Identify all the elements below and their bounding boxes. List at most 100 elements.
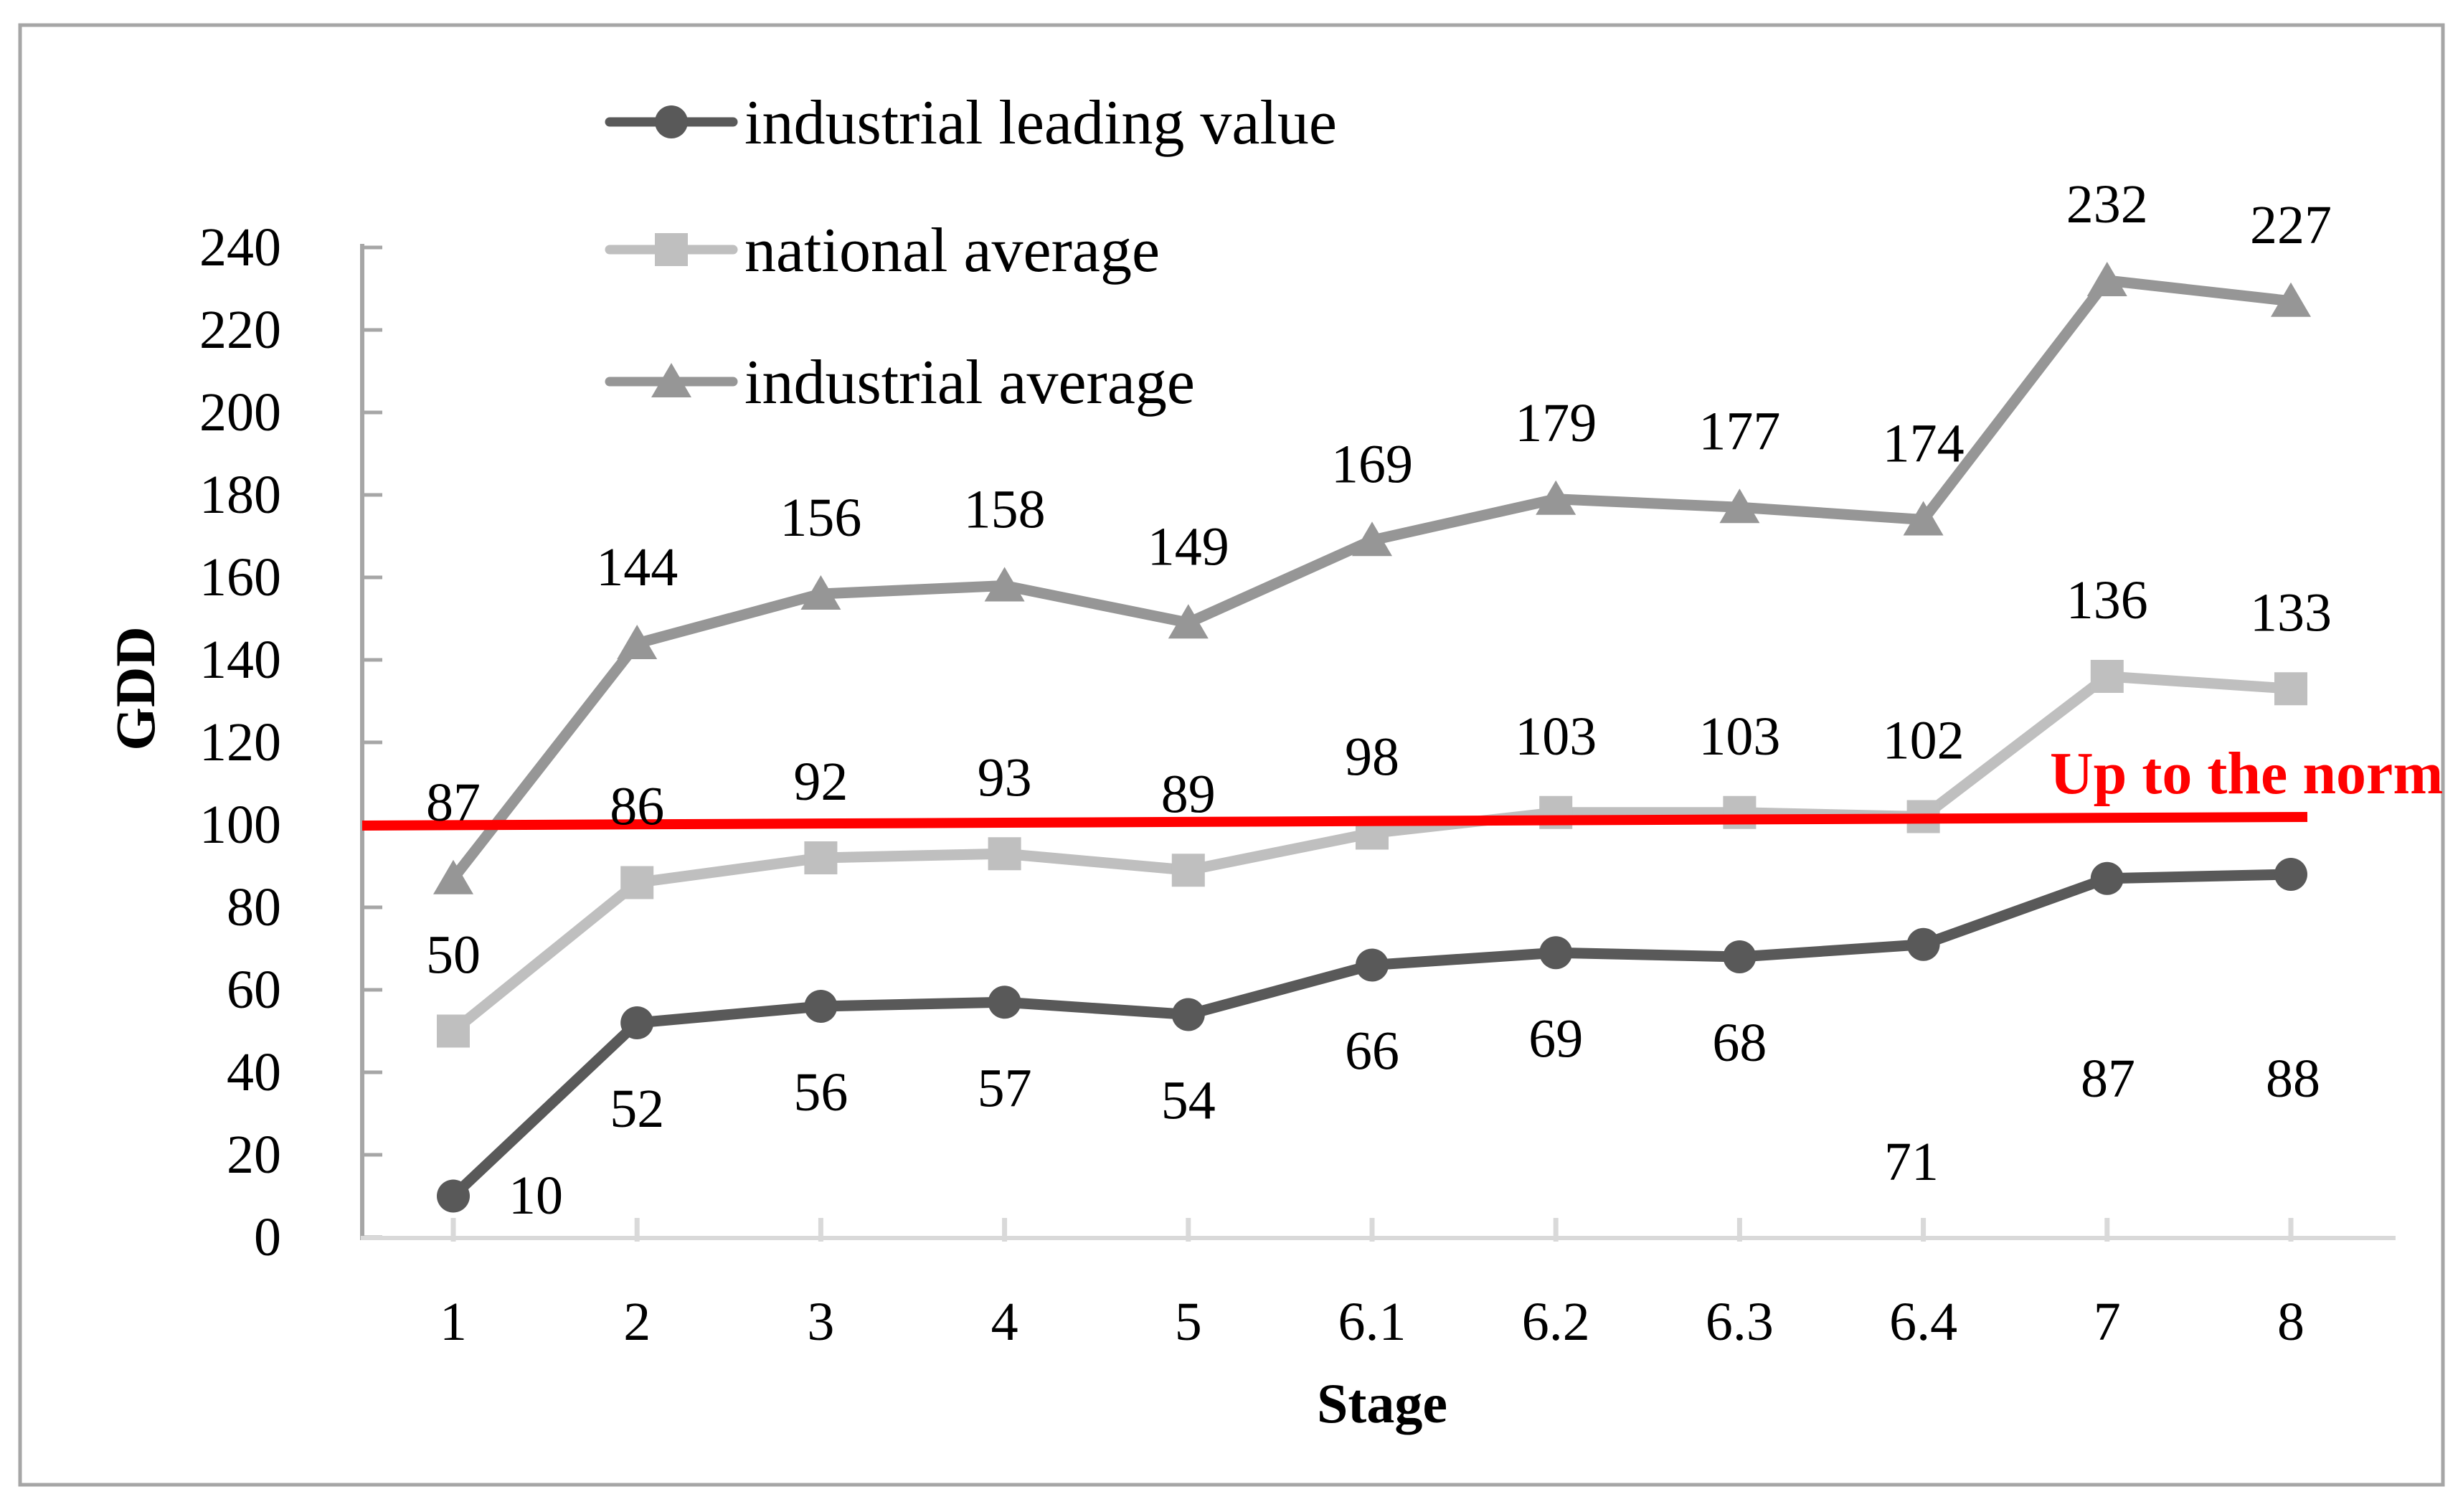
data-label-national-average-stage-6.1: 98 (1345, 727, 1399, 788)
data-label-national-average-stage-5: 89 (1161, 764, 1216, 824)
marker-national-average-stage-3 (804, 841, 838, 874)
y-axis-title: GDD (104, 626, 166, 750)
y-tick-label-120: 120 (199, 712, 281, 772)
data-label-national-average-stage-1: 50 (426, 925, 481, 986)
marker-national-average-stage-1 (437, 1014, 470, 1048)
marker-industrial-average-stage-6.3 (1719, 488, 1760, 524)
data-label-industrial-leading-value-stage-4: 57 (978, 1058, 1032, 1118)
y-tick-label-40: 40 (227, 1042, 281, 1102)
norm-line-label: Up to the norm (2050, 740, 2443, 807)
y-tick-label-0: 0 (254, 1207, 281, 1267)
x-tick-label-6.2: 6.2 (1522, 1292, 1590, 1352)
data-label-industrial-leading-value-stage-5: 54 (1161, 1071, 1216, 1131)
data-label-industrial-leading-value-stage-6.2: 69 (1528, 1008, 1583, 1069)
data-label-national-average-stage-4: 93 (978, 747, 1032, 808)
data-label-industrial-average-stage-2: 144 (596, 537, 678, 597)
y-tick-label-160: 160 (199, 547, 281, 608)
data-label-industrial-leading-value-stage-2: 52 (610, 1079, 664, 1139)
marker-industrial-leading-value-stage-1 (437, 1179, 470, 1213)
marker-industrial-average-stage-6.1 (1352, 521, 1392, 557)
y-tick-label-100: 100 (199, 795, 281, 855)
marker-industrial-leading-value-stage-6.3 (1723, 940, 1757, 973)
data-label-industrial-average-stage-6.4: 174 (1883, 414, 1965, 474)
marker-industrial-leading-value-stage-5 (1171, 998, 1205, 1031)
y-tick-label-200: 200 (199, 382, 281, 443)
marker-industrial-leading-value-stage-7 (2090, 861, 2124, 895)
data-label-industrial-leading-value-stage-7: 87 (2081, 1049, 2135, 1109)
marker-industrial-average-stage-8 (2271, 282, 2311, 317)
y-tick-label-60: 60 (227, 960, 281, 1020)
marker-industrial-average-stage-5 (1168, 604, 1209, 639)
marker-industrial-average-stage-6.4 (1903, 501, 1944, 536)
marker-industrial-leading-value-stage-2 (620, 1006, 654, 1039)
data-label-national-average-stage-7: 136 (2066, 570, 2148, 630)
marker-industrial-leading-value-stage-4 (988, 986, 1021, 1019)
marker-industrial-leading-value-stage-8 (2274, 858, 2307, 891)
marker-national-average-stage-5 (1171, 854, 1205, 887)
data-label-industrial-average-stage-1: 87 (426, 772, 481, 833)
marker-industrial-average-stage-4 (984, 567, 1025, 602)
marker-industrial-average-stage-1 (433, 859, 473, 894)
norm-line (361, 812, 2308, 831)
x-tick-label-6.3: 6.3 (1706, 1292, 1774, 1352)
data-label-national-average-stage-8: 133 (2250, 582, 2332, 643)
marker-industrial-leading-value-stage-3 (804, 990, 838, 1023)
marker-industrial-leading-value-stage-6.1 (1356, 948, 1389, 982)
marker-industrial-leading-value-stage-6.2 (1539, 936, 1573, 970)
x-tick-label-5: 5 (1175, 1292, 1202, 1352)
y-tick-label-180: 180 (199, 465, 281, 525)
data-label-industrial-average-stage-3: 156 (780, 488, 861, 548)
marker-industrial-average-stage-3 (800, 575, 841, 610)
figure-border (18, 23, 2445, 1487)
legend-label-industrial-leading-value: industrial leading value (744, 88, 1337, 158)
data-label-industrial-average-stage-5: 149 (1148, 516, 1229, 577)
data-label-national-average-stage-6.4: 102 (1883, 711, 1965, 771)
x-tick-label-8: 8 (2277, 1292, 2304, 1352)
data-label-industrial-leading-value-stage-6.4: 71 (1884, 1132, 1939, 1192)
legend-label-industrial-average: industrial average (744, 348, 1195, 417)
x-tick-label-1: 1 (440, 1292, 467, 1352)
data-label-industrial-average-stage-6.2: 179 (1515, 393, 1597, 453)
marker-industrial-average-stage-2 (617, 625, 658, 659)
data-label-industrial-leading-value-stage-8: 88 (2266, 1049, 2320, 1109)
y-tick-label-20: 20 (227, 1125, 281, 1185)
x-tick-label-6.1: 6.1 (1338, 1292, 1407, 1352)
data-label-industrial-leading-value-stage-6.1: 66 (1345, 1021, 1399, 1082)
data-label-national-average-stage-2: 86 (610, 777, 664, 837)
data-label-industrial-leading-value-stage-1: 10 (509, 1166, 563, 1226)
marker-industrial-average-stage-6.2 (1536, 480, 1576, 515)
data-label-industrial-average-stage-6.3: 177 (1698, 401, 1780, 461)
data-label-industrial-average-stage-8: 227 (2250, 195, 2332, 255)
x-tick-label-7: 7 (2094, 1292, 2121, 1352)
y-tick-label-140: 140 (199, 630, 281, 690)
y-tick-label-80: 80 (227, 877, 281, 937)
data-label-national-average-stage-6.3: 103 (1698, 707, 1780, 767)
marker-industrial-average-stage-7 (2086, 262, 2127, 296)
x-tick-label-4: 4 (991, 1292, 1018, 1352)
data-label-industrial-leading-value-stage-3: 56 (793, 1062, 848, 1123)
data-label-national-average-stage-6.2: 103 (1515, 707, 1597, 767)
y-tick-label-220: 220 (199, 300, 281, 360)
x-axis-title: Stage (1317, 1372, 1447, 1435)
x-tick-label-2: 2 (623, 1292, 651, 1352)
marker-national-average-stage-2 (620, 866, 654, 899)
data-label-industrial-leading-value-stage-6.3: 68 (1712, 1013, 1767, 1073)
legend-marker-industrial-leading-value (655, 105, 688, 138)
marker-national-average-stage-8 (2274, 672, 2307, 706)
data-label-industrial-average-stage-7: 232 (2066, 174, 2148, 235)
data-label-industrial-average-stage-6.1: 169 (1331, 434, 1413, 494)
data-label-industrial-average-stage-4: 158 (964, 480, 1046, 540)
data-label-national-average-stage-3: 92 (793, 752, 848, 812)
marker-national-average-stage-4 (988, 837, 1021, 871)
y-tick-label-240: 240 (199, 217, 281, 278)
legend-marker-national-average (655, 233, 688, 266)
legend-label-national-average: national average (744, 216, 1160, 285)
marker-industrial-leading-value-stage-6.4 (1906, 927, 1940, 961)
x-tick-label-6.4: 6.4 (1889, 1292, 1957, 1352)
x-tick-label-3: 3 (807, 1292, 834, 1352)
marker-national-average-stage-7 (2090, 660, 2124, 693)
legend-marker-industrial-average (651, 363, 691, 397)
